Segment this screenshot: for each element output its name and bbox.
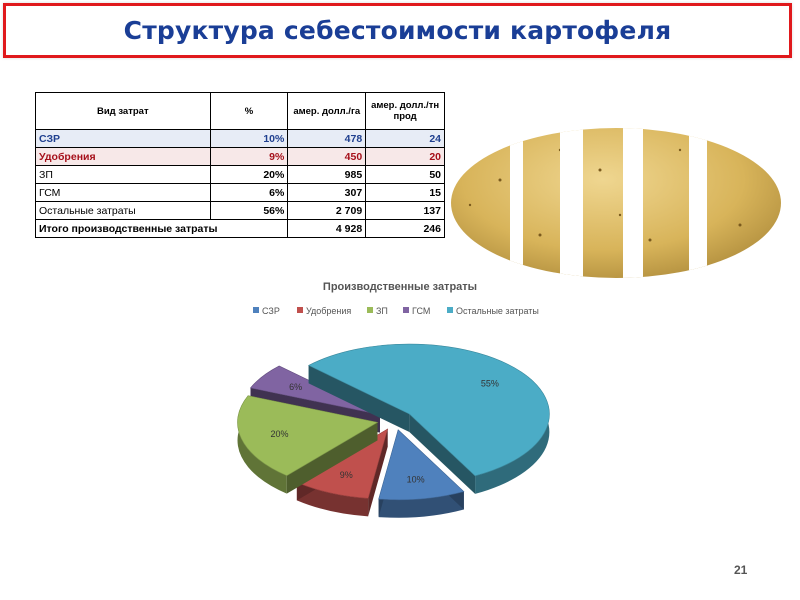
legend-label: Удобрения	[306, 306, 351, 316]
row-pct: 10%	[209, 129, 289, 148]
pie-chart: 6% 55% 10% 9% 20%	[237, 343, 550, 518]
pie-data-label: 55%	[481, 379, 499, 389]
pie-slice: 55%	[307, 343, 550, 494]
cost-table: Вид затрат % амер. долл./га амер. долл./…	[34, 92, 445, 238]
row-name: ГСМ	[35, 183, 211, 202]
potato-image	[451, 128, 781, 278]
slide-title: Структура себестоимости картофеля	[123, 16, 672, 45]
chart-legend: СЗР Удобрения ЗП ГСМ Остальные затраты	[253, 306, 539, 316]
legend-swatch	[403, 307, 409, 313]
row-name: Удобрения	[35, 147, 211, 166]
total-per-t: 246	[365, 219, 445, 238]
slide-number: 21	[734, 563, 748, 577]
legend-label: СЗР	[262, 306, 280, 316]
pie-data-label: 9%	[340, 470, 353, 480]
row-per-ha: 478	[287, 129, 367, 148]
legend-swatch	[297, 307, 303, 313]
table-row: ЗП 20% 985 50	[35, 165, 445, 184]
legend-swatch	[447, 307, 453, 313]
pie-slice: 20%	[237, 395, 379, 494]
table-row: Удобрения 9% 450 20	[35, 147, 445, 166]
row-pct: 56%	[209, 201, 289, 220]
header-pct: %	[209, 92, 289, 130]
legend-label: ЗП	[376, 306, 388, 316]
pie-data-label: 20%	[271, 429, 289, 439]
row-per-ha: 450	[287, 147, 367, 166]
total-name: Итого производственные затраты	[34, 219, 289, 238]
legend-label: ГСМ	[412, 306, 430, 316]
total-per-ha: 4 928	[287, 219, 367, 238]
legend-swatch	[367, 307, 373, 313]
table-total-row: Итого производственные затраты 4 928 246	[34, 219, 445, 238]
title-banner: Структура себестоимости картофеля	[3, 3, 792, 58]
chart-title: Производственные затраты	[323, 281, 477, 293]
row-per-t: 137	[365, 201, 445, 220]
pie-slice: 10%	[378, 429, 465, 518]
table-row: Остальные затраты 56% 2 709 137	[35, 201, 445, 220]
pie-data-label: 6%	[289, 382, 302, 392]
header-per-ha: амер. долл./га	[287, 92, 367, 130]
table-row: ГСМ 6% 307 15	[35, 183, 445, 202]
header-per-t: амер. долл./тн прод	[365, 92, 445, 130]
pie-data-label: 10%	[407, 474, 425, 484]
legend-swatch	[253, 307, 259, 313]
row-name: СЗР	[35, 129, 211, 148]
legend-label: Остальные затраты	[456, 306, 539, 316]
